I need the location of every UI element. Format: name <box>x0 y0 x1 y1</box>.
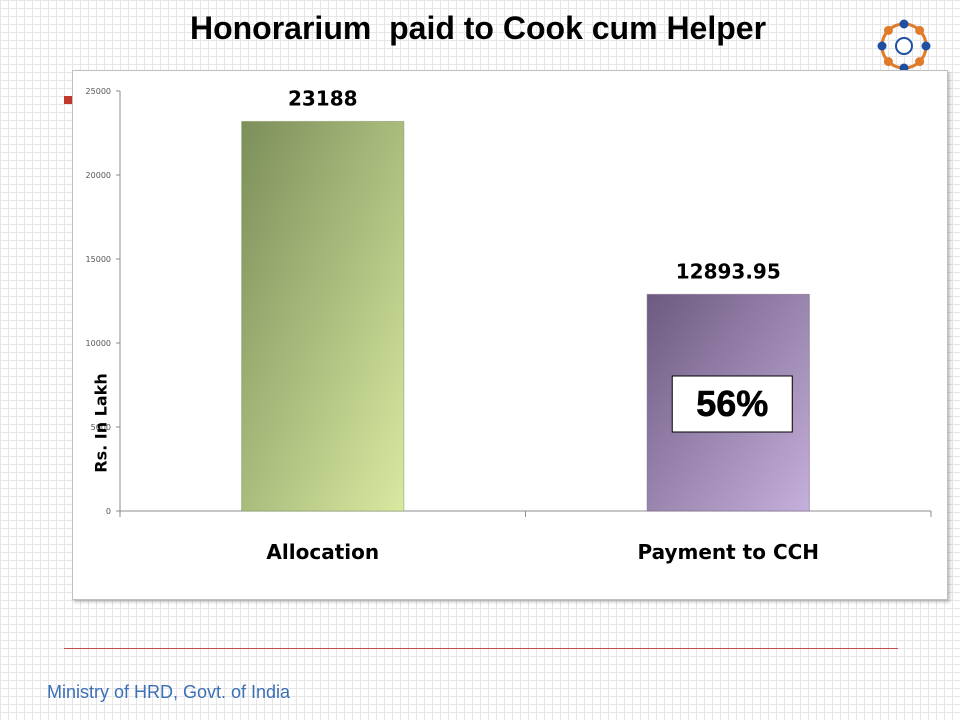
y-axis-label: Rs. In Lakh <box>91 373 111 473</box>
annotation-text: 56% <box>696 383 768 424</box>
bar <box>241 120 405 512</box>
bar-data-label: 23188 <box>288 86 358 110</box>
x-category-label: Allocation <box>266 540 379 564</box>
y-tick-label: 0 <box>106 507 111 516</box>
chart-labels: 23188 Allocation 12893.95 Payment to CCH 56% <box>266 86 819 564</box>
y-tick-label: 15000 <box>86 255 111 264</box>
annotation-box <box>671 375 793 433</box>
y-tick-label: 5000 <box>91 423 111 432</box>
bar-chart: 0 5000 10000 15000 20000 25000 23188 Allocatio… <box>86 86 932 564</box>
y-tick-label: 10000 <box>86 339 111 348</box>
chart-panel: 0 5000 10000 15000 20000 25000 23188 Allocatio… <box>72 70 948 600</box>
chart-bars <box>241 120 810 512</box>
y-tick-label: 25000 <box>86 87 111 96</box>
slide-title: Honorarium paid to Cook cum Helper <box>0 10 960 47</box>
footer-text: Ministry of HRD, Govt. of India <box>47 682 291 702</box>
slide-title-text: Honorarium paid to Cook cum Helper <box>189 10 767 46</box>
logo-ring <box>877 19 931 73</box>
bullet-marker <box>64 96 72 104</box>
footer-divider <box>64 648 898 649</box>
bar-data-label: 12893.95 <box>676 259 781 283</box>
y-tick-label: 20000 <box>86 171 111 180</box>
x-category-label: Payment to CCH <box>637 540 819 564</box>
